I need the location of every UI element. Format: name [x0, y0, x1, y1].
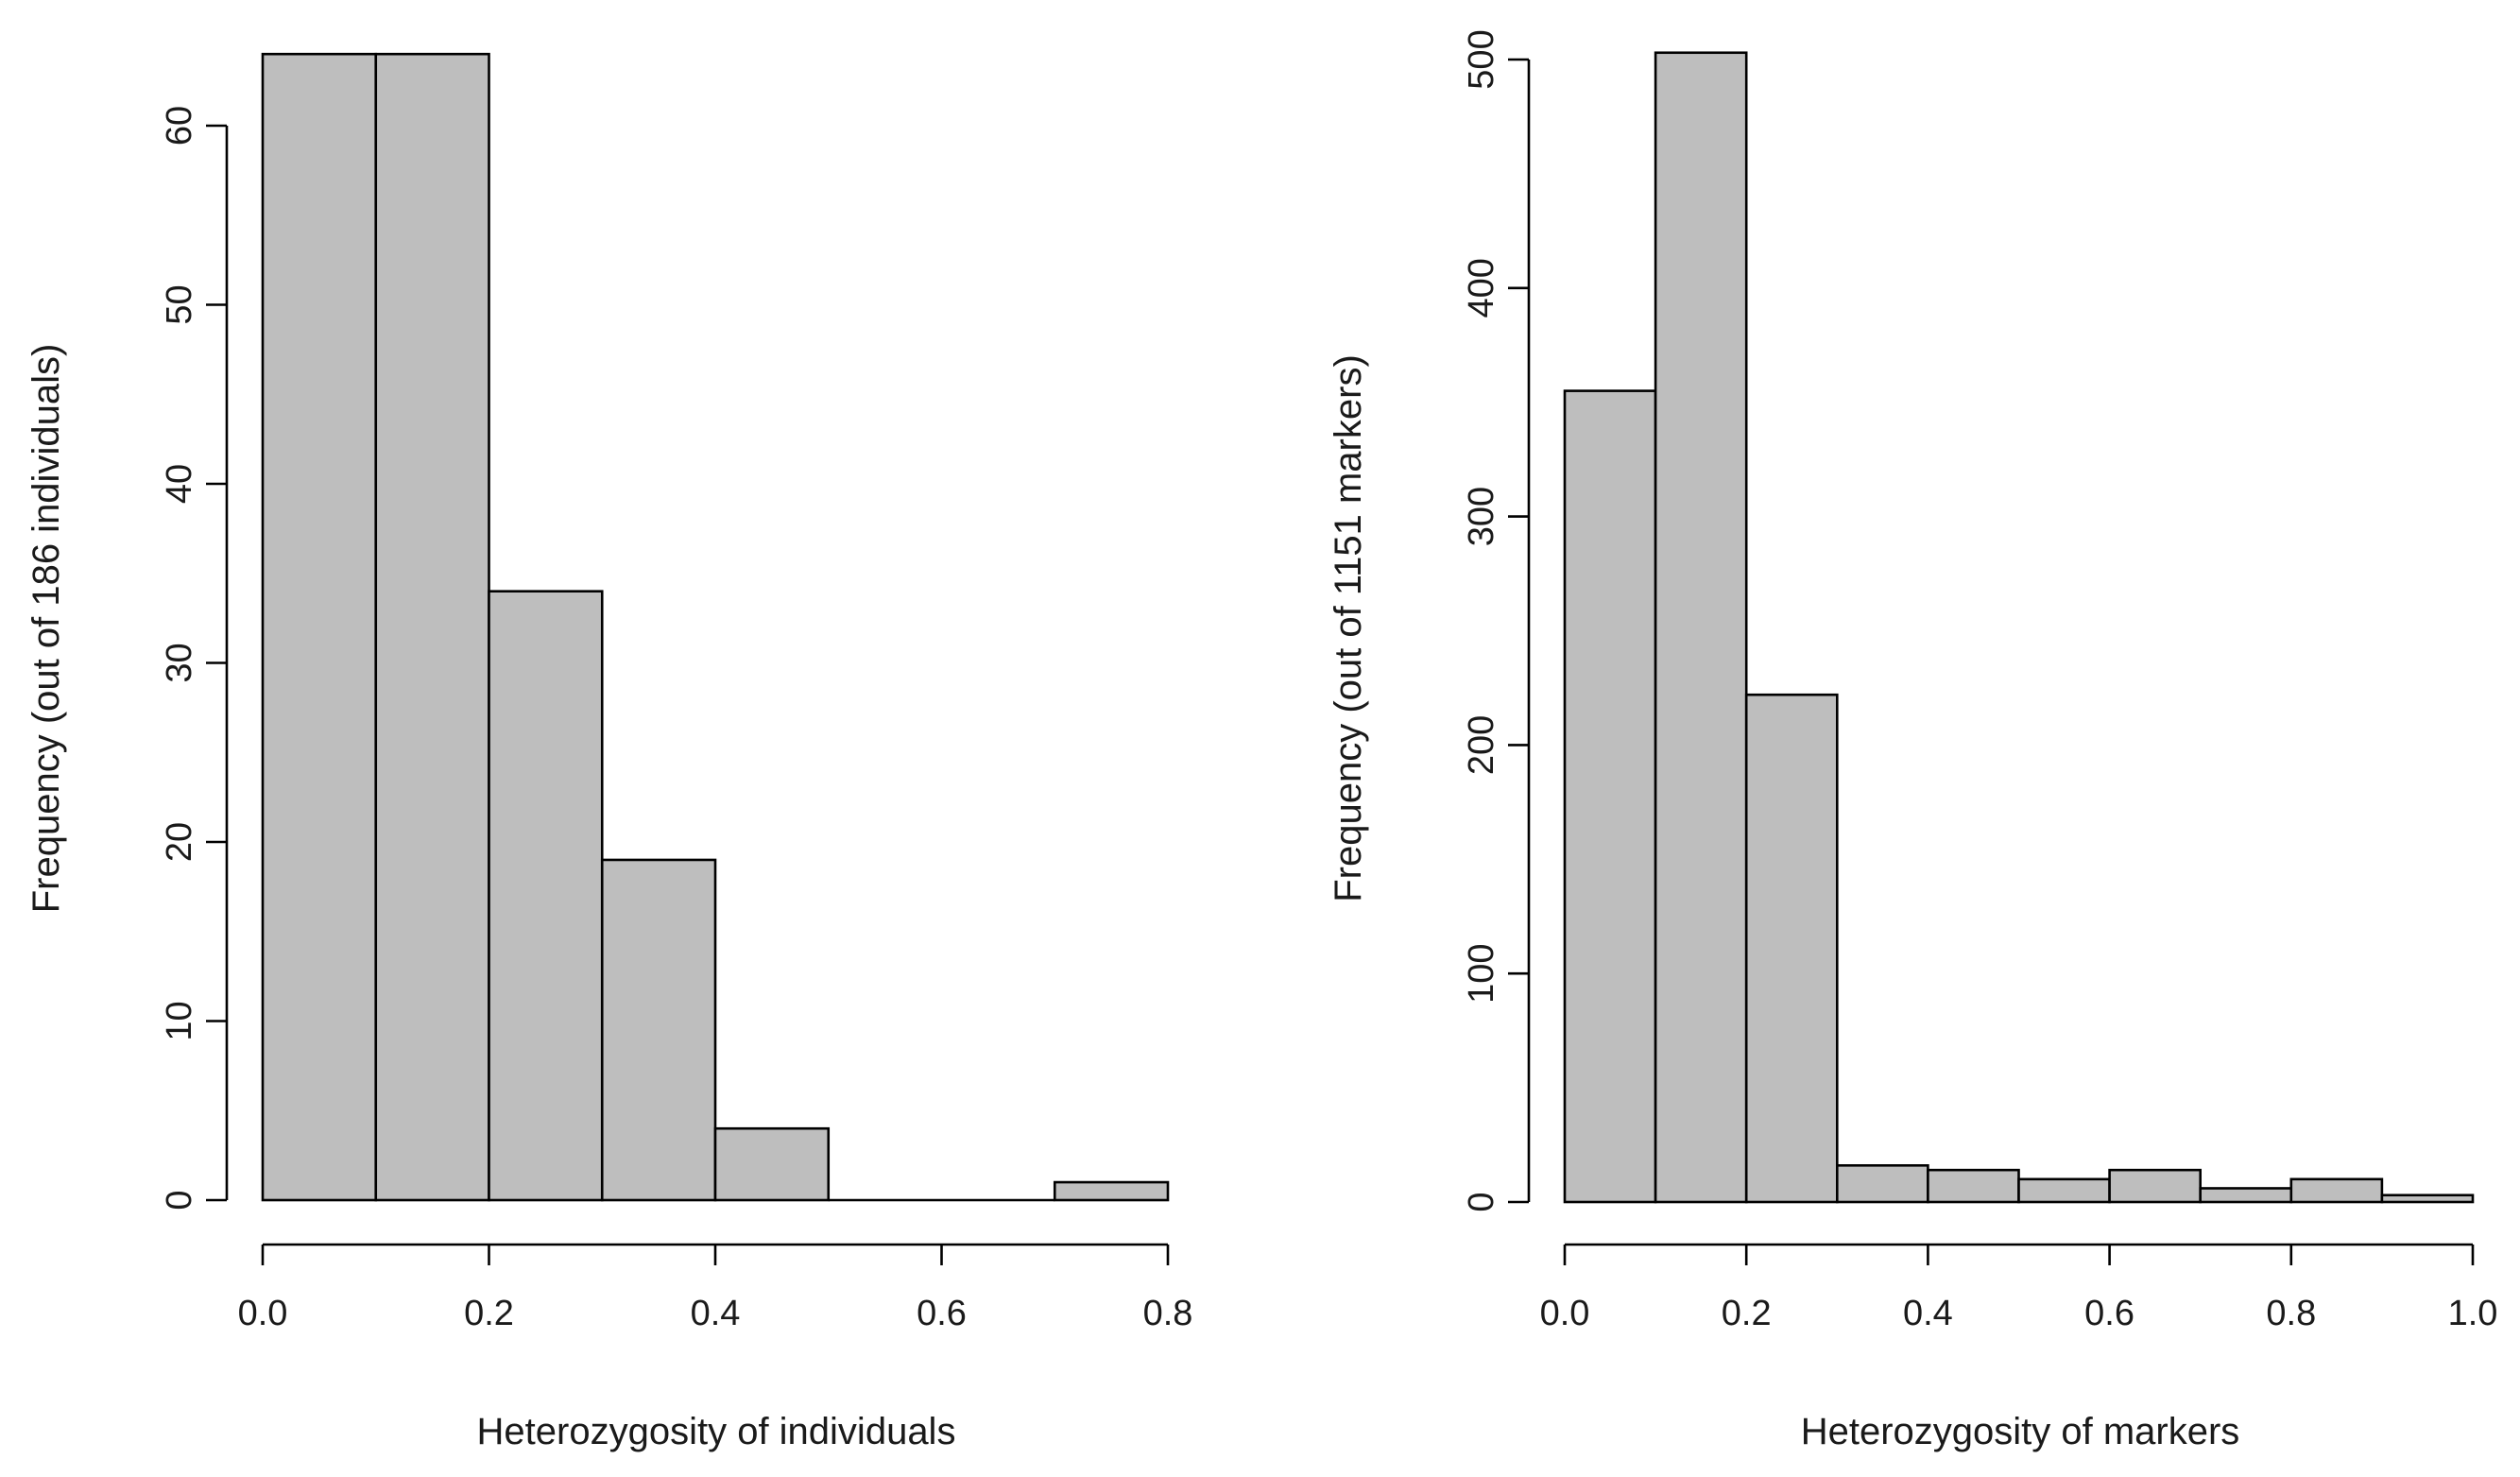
y-axis-title-markers: Frequency (out of 1151 markers) [1328, 354, 1369, 902]
histogram-bar [1563, 389, 1657, 1204]
y-tick-label: 10 [160, 1001, 199, 1040]
histogram-bar [374, 52, 490, 1202]
y-tick-label: 200 [1462, 715, 1501, 775]
histogram-bar [1053, 1180, 1170, 1202]
y-tick-label: 0 [160, 1190, 199, 1210]
histogram-bar [261, 52, 378, 1202]
y-tick-label: 400 [1462, 258, 1501, 318]
y-tick-label: 40 [160, 464, 199, 504]
x-tick-label: 0.2 [1722, 1294, 1772, 1333]
x-axis-title-markers: Heterozygosity of markers [1801, 1411, 2240, 1452]
x-tick-label: 0.6 [917, 1294, 967, 1333]
x-tick-label: 0.2 [464, 1294, 514, 1333]
y-tick-label: 60 [160, 106, 199, 146]
histogram-bar [2199, 1187, 2293, 1204]
x-tick-label: 0.4 [1903, 1294, 1953, 1333]
x-tick-label: 0.4 [691, 1294, 741, 1333]
histogram-bar [1744, 693, 1839, 1204]
y-tick-label: 300 [1462, 487, 1501, 546]
y-tick-label: 30 [160, 643, 199, 682]
histogram-bar [713, 1126, 831, 1202]
x-axis-title-individuals: Heterozygosity of individuals [477, 1411, 956, 1452]
histogram-bar [1654, 51, 1748, 1204]
histogram-bar [1927, 1168, 2020, 1204]
histogram-bar [2108, 1168, 2203, 1204]
histogram-bar [2017, 1177, 2111, 1204]
y-axis-title-individuals: Frequency (out of 186 individuals) [26, 344, 67, 914]
histogram-bar [488, 590, 604, 1202]
histogram-bar [600, 858, 717, 1202]
histogram-markers: Heterozygosity of markers Frequency (out… [1328, 29, 2497, 1452]
x-tick-label: 0.8 [2266, 1294, 2316, 1333]
histogram-individuals: Heterozygosity of individuals Frequency … [26, 52, 1193, 1452]
y-tick-label: 500 [1462, 29, 1501, 89]
histogram-bar [2380, 1194, 2475, 1204]
y-tick-label: 0 [1462, 1192, 1501, 1211]
x-tick-label: 0.0 [1540, 1294, 1590, 1333]
x-tick-label: 0.0 [238, 1294, 288, 1333]
x-tick-label: 1.0 [2448, 1294, 2498, 1333]
histogram-bar [1836, 1164, 1929, 1204]
y-tick-label: 20 [160, 822, 199, 862]
y-tick-label: 100 [1462, 943, 1501, 1003]
y-tick-label: 50 [160, 284, 199, 324]
histogram-bar [2289, 1177, 2384, 1204]
x-tick-label: 0.8 [1143, 1294, 1193, 1333]
x-tick-label: 0.6 [2084, 1294, 2134, 1333]
